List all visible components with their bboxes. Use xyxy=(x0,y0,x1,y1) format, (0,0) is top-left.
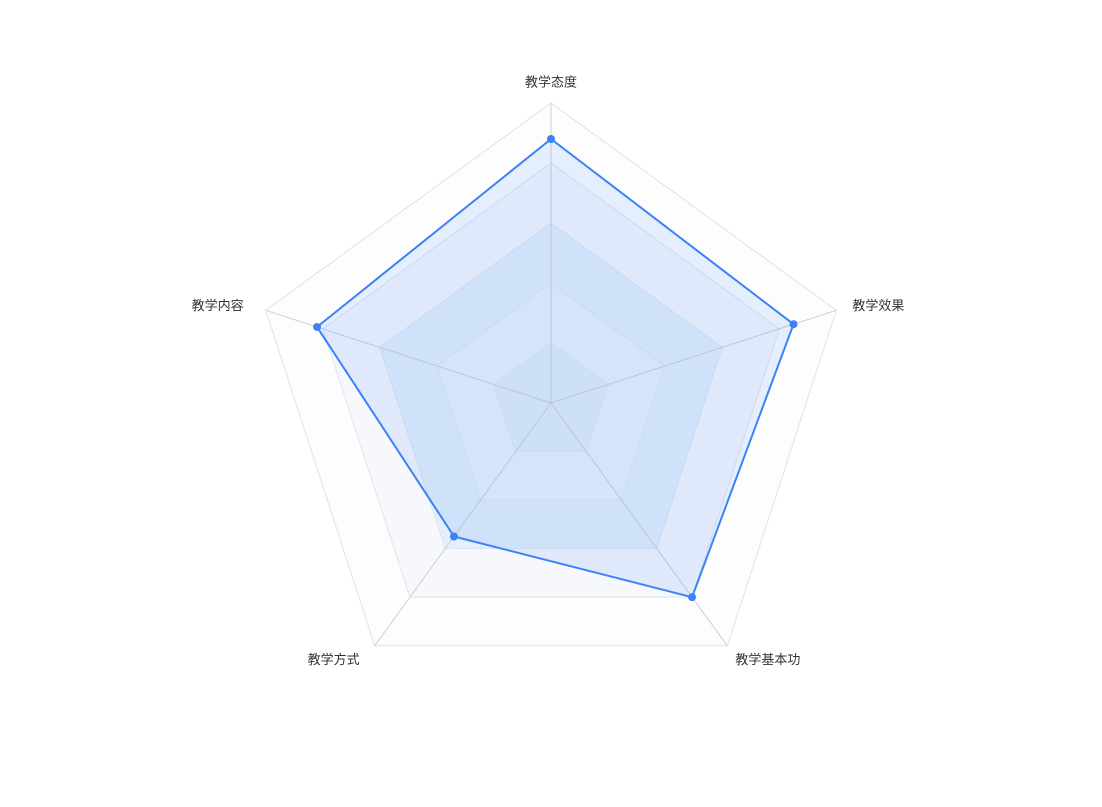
series-area-0 xyxy=(316,138,795,599)
data-point-0-0 xyxy=(547,135,555,143)
data-point-0-2 xyxy=(688,593,697,602)
axis-lines xyxy=(265,103,837,646)
split-line-3 xyxy=(379,222,723,550)
split-line-4 xyxy=(322,162,780,598)
split-lines xyxy=(265,102,837,647)
axis-line-2 xyxy=(550,402,728,646)
indicator-label-0: 教学态度 xyxy=(525,75,577,91)
series-layer xyxy=(313,135,798,602)
indicator-label-3: 教学方式 xyxy=(308,652,360,668)
axis-line-1 xyxy=(550,309,837,404)
indicator-label-4: 教学内容 xyxy=(192,298,244,314)
data-point-0-3 xyxy=(450,532,459,541)
split-line-1 xyxy=(493,342,609,453)
split-line-2 xyxy=(436,282,666,501)
data-point-0-1 xyxy=(789,320,798,329)
indicator-label-2: 教学基本功 xyxy=(735,652,800,668)
indicator-label-1: 教学效果 xyxy=(852,298,904,314)
axis-line-4 xyxy=(265,309,552,404)
axis-line-3 xyxy=(374,402,552,646)
split-line-5 xyxy=(265,102,837,647)
data-point-0-4 xyxy=(313,322,322,331)
